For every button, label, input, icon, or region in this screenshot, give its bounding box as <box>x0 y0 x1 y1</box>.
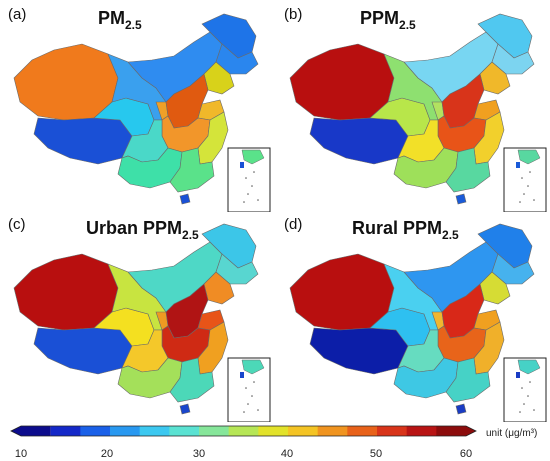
panel-title: Rural PPM2.5 <box>352 218 459 242</box>
inset-island-dot <box>519 201 521 203</box>
map-panel-d: (d) Rural PPM2.5 <box>278 212 550 422</box>
inset-island-dot <box>523 403 525 405</box>
inset-island-dot <box>257 199 259 201</box>
region-xinjiang <box>13 253 119 331</box>
colorbar-swatch <box>347 426 378 436</box>
colorbar-outline <box>10 425 477 437</box>
inset-island-dot <box>245 387 247 389</box>
panel-title-main: Rural PPM <box>352 218 443 238</box>
region-xinjiang <box>289 253 395 331</box>
panel-title-subscript: 2.5 <box>442 228 459 242</box>
inset-island-dot <box>533 409 535 411</box>
colorbar-swatch <box>377 426 408 436</box>
colorbar-swatch <box>288 426 319 436</box>
inset-island-dot <box>523 193 525 195</box>
panel-title-main: PPM <box>360 8 400 28</box>
colorbar-swatch <box>317 426 348 436</box>
inset-island-dot <box>247 403 249 405</box>
region-hainan <box>455 403 467 415</box>
panel-letter: (c) <box>8 216 26 233</box>
inset-island-dot <box>257 409 259 411</box>
region-tibet <box>309 117 409 165</box>
colorbar-swatch <box>199 426 230 436</box>
inset-island-dot <box>253 381 255 383</box>
region-tibet <box>309 327 409 375</box>
panel-title: PM2.5 <box>98 8 142 32</box>
colorbar-tick-label: 40 <box>280 448 294 460</box>
inset-island-dot <box>245 177 247 179</box>
inset-island <box>240 372 244 378</box>
region-south <box>445 357 491 403</box>
colorbar-swatch <box>406 426 437 436</box>
panel-title-subscript: 2.5 <box>182 228 199 242</box>
region-hainan <box>455 193 467 205</box>
panel-title-subscript: 2.5 <box>125 18 142 32</box>
colorbar-swatch <box>80 426 111 436</box>
inset-island-dot <box>243 201 245 203</box>
colorbar-swatch <box>436 426 476 436</box>
inset-coast <box>517 149 541 165</box>
region-tibet <box>33 327 133 375</box>
region-south <box>169 357 215 403</box>
inset-island-dot <box>251 395 253 397</box>
inset-island-dot <box>527 395 529 397</box>
colorbar-unit-label: unit (μg/m³) <box>486 428 538 439</box>
colorbar-tick-label: 20 <box>100 448 114 460</box>
region-hainan <box>179 403 191 415</box>
colorbar-tick-label: 60 <box>459 448 473 460</box>
map-panel-c: (c) Urban PPM2.5 <box>2 212 274 422</box>
colorbar-swatch <box>139 426 170 436</box>
colorbar-swatch <box>228 426 259 436</box>
colorbar-tick-label: 50 <box>369 448 383 460</box>
colorbar-swatch <box>11 426 51 436</box>
colorbar-swatch <box>50 426 81 436</box>
region-hainan <box>179 193 191 205</box>
inset-island-dot <box>521 387 523 389</box>
panel-letter: (b) <box>284 6 303 23</box>
china-map <box>289 13 547 212</box>
colorbar-swatch <box>258 426 289 436</box>
panel-title-subscript: 2.5 <box>399 18 416 32</box>
colorbar-swatch <box>110 426 141 436</box>
inset-island-dot <box>243 411 245 413</box>
china-map <box>289 223 547 422</box>
map-panel-a: (a) PM2.5 <box>2 2 274 212</box>
colorbar-tick-label: 30 <box>192 448 206 460</box>
inset-island <box>516 162 520 168</box>
inset-island-dot <box>533 199 535 201</box>
inset-island <box>516 372 520 378</box>
inset-island-dot <box>251 185 253 187</box>
inset-island-dot <box>247 193 249 195</box>
colorbar-tick-label: 10 <box>14 448 28 460</box>
map-panel-b: (b) PPM2.5 <box>278 2 550 212</box>
inset-island-dot <box>253 171 255 173</box>
region-xinjiang <box>13 43 119 121</box>
inset-island-dot <box>529 381 531 383</box>
region-south <box>169 147 215 193</box>
panel-title: PPM2.5 <box>360 8 416 32</box>
region-tibet <box>33 117 133 165</box>
inset-coast <box>517 359 541 375</box>
inset-coast <box>241 149 265 165</box>
colorbar <box>10 425 477 437</box>
inset-island <box>240 162 244 168</box>
region-south <box>445 147 491 193</box>
panel-letter: (d) <box>284 216 303 233</box>
panel-letter: (a) <box>8 6 27 23</box>
inset-island-dot <box>527 185 529 187</box>
inset-island-dot <box>521 177 523 179</box>
colorbar-swatch <box>169 426 200 436</box>
china-map <box>13 13 271 212</box>
inset-island-dot <box>519 411 521 413</box>
china-map <box>13 223 271 422</box>
region-xinjiang <box>289 43 395 121</box>
panel-title-main: Urban PPM <box>86 218 183 238</box>
inset-island-dot <box>529 171 531 173</box>
panel-title-main: PM <box>98 8 125 28</box>
inset-coast <box>241 359 265 375</box>
panel-title: Urban PPM2.5 <box>86 218 199 242</box>
